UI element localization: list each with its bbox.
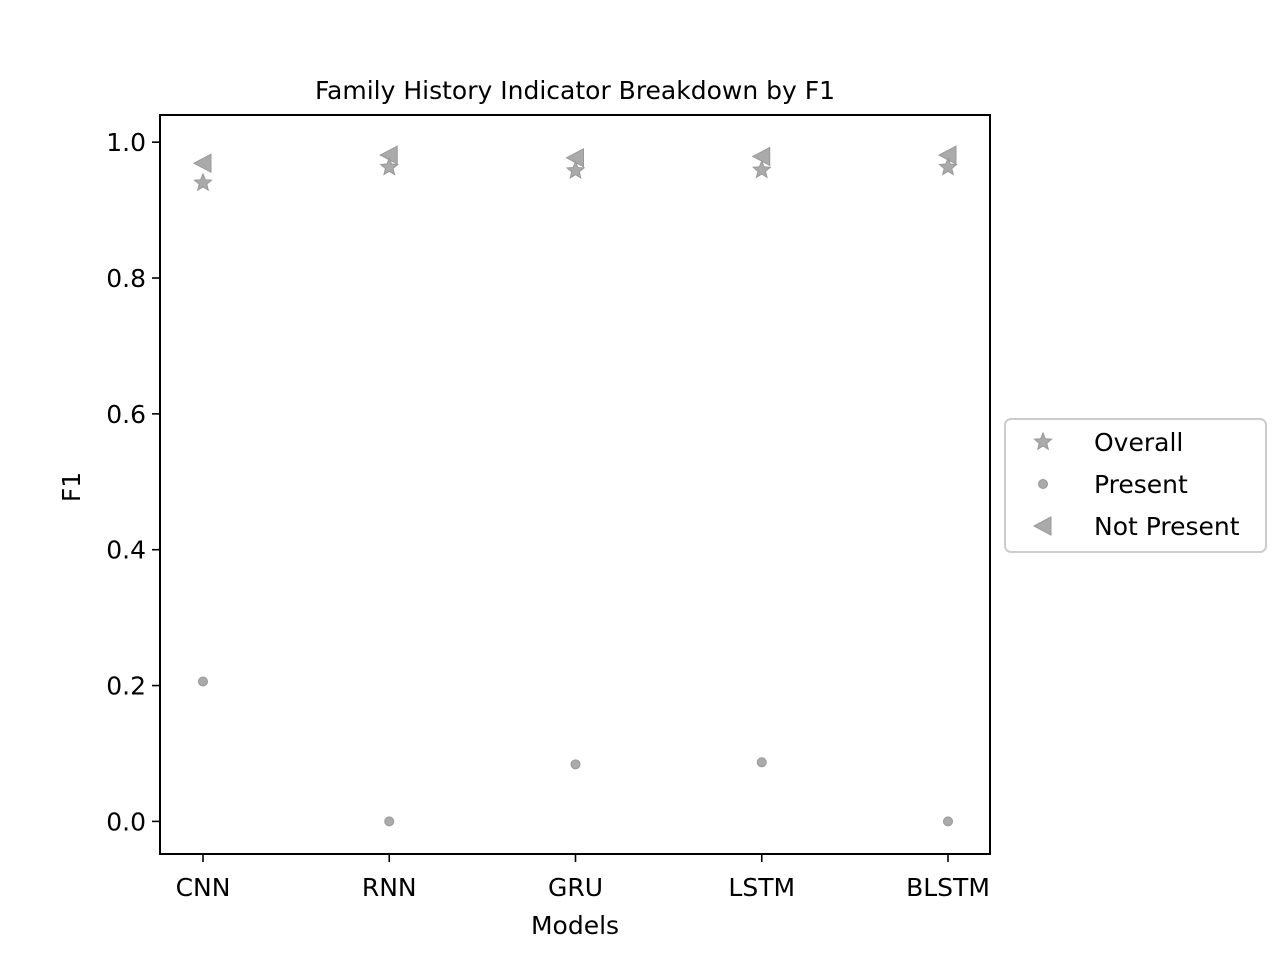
y-tick-label: 0.0 [106,807,146,836]
legend-marker-overall [1033,431,1053,451]
point-present-rnn [384,816,395,827]
x-tick-label: BLSTM [906,873,990,902]
y-tick-label: 0.2 [106,672,146,701]
legend-marker-present [1038,479,1048,489]
point-present-lstm [756,757,767,768]
legend-box [1004,418,1267,553]
axis-ticks: 0.0 0.2 0.4 0.6 0.8 1.0 CNN RNN GRU LSTM BLSTM [106,128,990,902]
x-tick-label: GRU [548,873,603,902]
point-overall-rnn [379,156,400,176]
y-tick-label: 1.0 [106,128,146,157]
point-not-present-cnn [192,153,212,174]
legend-label: Not Present [1094,512,1240,541]
legend-label: Present [1094,470,1188,499]
y-tick-label: 0.8 [106,264,146,293]
point-overall-lstm [751,159,772,179]
y-tick-label: 0.6 [106,400,146,429]
x-tick-label: CNN [176,873,231,902]
chart-title: Family History Indicator Breakdown by F1 [315,76,835,105]
x-axis-label: Models [531,911,619,940]
y-axis-label: F1 [57,472,86,502]
data-marks [192,145,958,827]
point-present-gru [570,759,581,770]
point-overall-cnn [193,172,213,192]
point-overall-gru [565,160,586,180]
legend: Overall Present Not Present [1004,418,1267,553]
legend-marker-not-present [1032,516,1052,536]
y-tick-label: 0.4 [106,536,146,565]
plot-frame [159,114,991,855]
x-tick-label: LSTM [728,873,795,902]
point-present-blstm [943,816,953,827]
point-present-cnn [198,676,208,687]
legend-label: Overall [1094,428,1183,457]
x-tick-label: RNN [362,873,417,902]
point-overall-blstm [938,156,958,176]
